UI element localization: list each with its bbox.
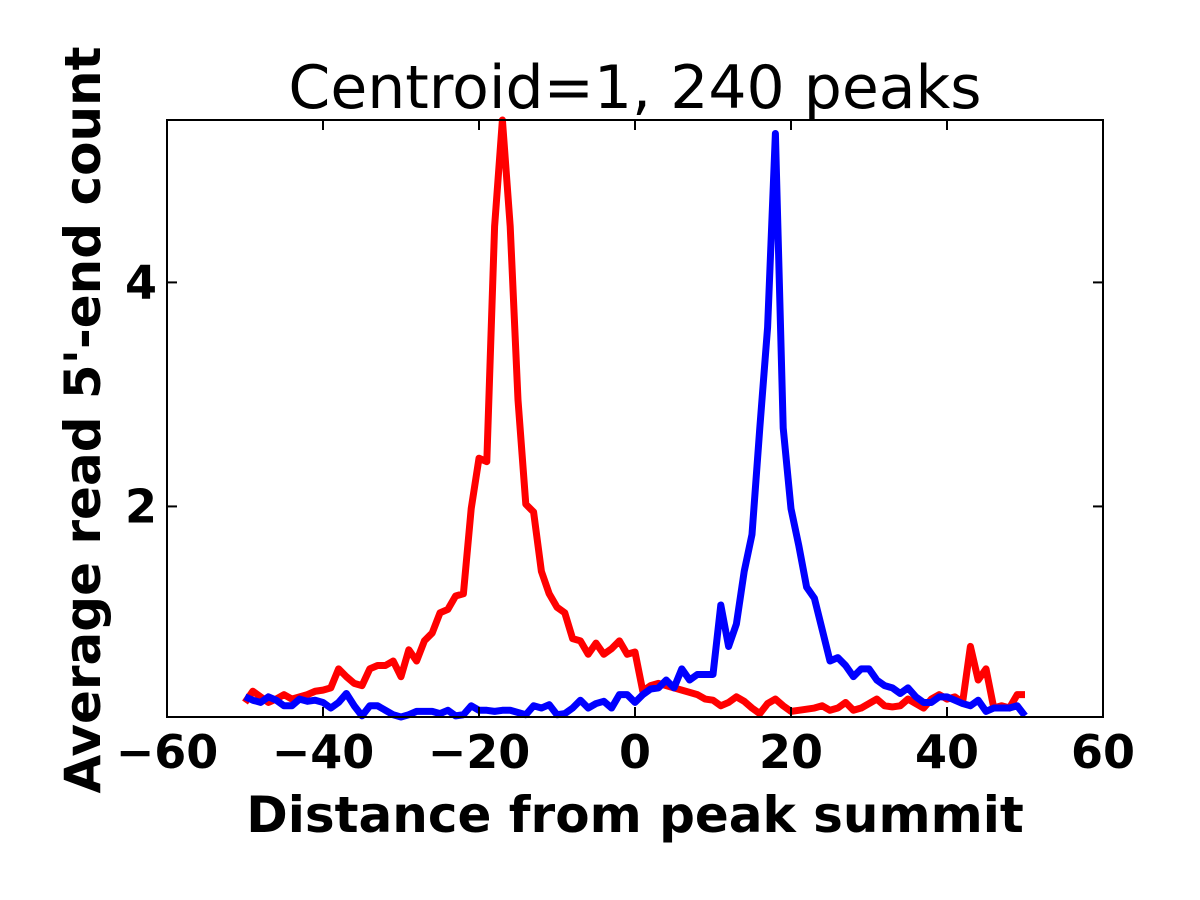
data-line [242,116,1025,718]
y-axis-label: Average read 5'-end count [54,46,112,793]
x-tick-label: −20 [428,725,531,779]
x-tick-label: −60 [116,725,219,779]
y-tick-label: 4 [125,255,157,309]
x-tick-label: 20 [759,725,823,779]
y-tick-label: 2 [125,479,157,533]
data-line [243,129,1028,721]
x-tick-label: 60 [1071,725,1135,779]
chart-title: Centroid=1, 240 peaks [288,53,981,123]
x-tick-label: 40 [915,725,979,779]
plot-frame [166,119,1104,718]
x-tick-label: 0 [619,725,651,779]
x-tick-label: −40 [272,725,375,779]
x-axis-label: Distance from peak summit [246,786,1024,844]
